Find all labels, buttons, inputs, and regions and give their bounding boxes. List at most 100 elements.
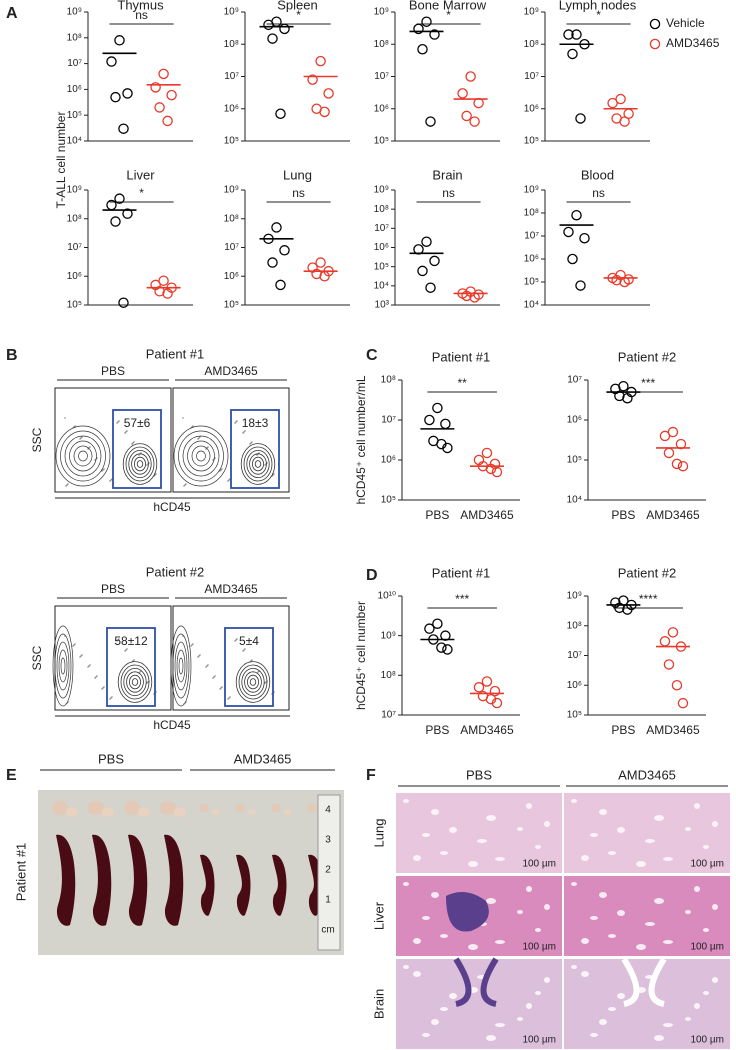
data-point (122, 88, 133, 99)
spleen (164, 834, 184, 926)
data-point (424, 623, 435, 634)
y-tick-label: 10⁸ (374, 39, 389, 50)
data-point (461, 110, 472, 122)
data-point (118, 297, 129, 308)
data-point (413, 244, 424, 255)
event-dot (64, 635, 66, 637)
event-dot (236, 420, 238, 422)
y-tick-label: 10⁴ (524, 300, 539, 311)
significance-label: ns (592, 186, 605, 200)
event-dot (89, 446, 91, 448)
event-dot (272, 474, 274, 476)
y-tick-label: 10⁵ (524, 136, 539, 147)
tissue-feature (495, 857, 505, 861)
data-point (481, 447, 493, 459)
event-dot (67, 483, 69, 485)
event-dot (251, 659, 253, 661)
event-dot (124, 432, 126, 434)
y-tick-label: 10⁷ (224, 71, 239, 82)
tissue-feature (495, 1023, 505, 1027)
tissue-feature (636, 861, 646, 867)
contour (54, 633, 72, 699)
significance-label: *** (455, 592, 469, 606)
tissue-feature (590, 1033, 598, 1037)
y-tick-label: 10⁹ (567, 591, 582, 602)
event-dot (67, 701, 69, 703)
ventricle (621, 957, 667, 1007)
contour (172, 633, 190, 699)
histology-image (564, 793, 730, 873)
y-tick-label: 10⁸ (224, 39, 239, 50)
event-dot (65, 485, 67, 487)
tissue-feature (440, 934, 448, 938)
contour (243, 446, 273, 482)
y-tick-label: 10⁶ (374, 242, 389, 253)
event-dot (140, 670, 142, 672)
event-dot (95, 676, 97, 678)
data-point (279, 245, 290, 256)
contour (52, 625, 74, 707)
event-dot (148, 680, 150, 682)
event-dot (183, 703, 185, 705)
tissue-feature (599, 1019, 607, 1025)
event-dot (81, 654, 83, 656)
data-point (323, 88, 334, 99)
y-tick-label: 10⁶ (524, 103, 539, 114)
x-tick-label: AMD3465 (646, 508, 700, 522)
event-dot (235, 639, 237, 641)
scale-bar-label: 100 µm (522, 1035, 556, 1046)
y-tick-label: 10⁷ (567, 375, 582, 386)
data-point (442, 644, 453, 655)
event-dot (242, 432, 244, 434)
y-tick-label: 10⁶ (374, 103, 389, 114)
tissue-feature (685, 1017, 691, 1021)
y-tick-label: 10⁹ (67, 185, 82, 196)
y-tick-label: 10⁸ (524, 208, 539, 219)
event-dot (138, 454, 140, 456)
event-dot (250, 660, 252, 662)
data-point (675, 438, 687, 450)
data-point (440, 630, 451, 641)
event-dot (206, 665, 208, 667)
scale-bar-label: 100 µm (522, 942, 556, 953)
spleen (200, 854, 215, 916)
event-dot (146, 464, 148, 466)
x-tick-label: AMD3465 (460, 723, 514, 737)
data-point (677, 697, 689, 709)
contour (78, 450, 88, 462)
contour (235, 661, 271, 703)
thymus (271, 804, 281, 812)
data-point (659, 636, 671, 647)
thymus (307, 804, 317, 812)
tissue-feature (712, 821, 718, 827)
data-point (671, 680, 683, 691)
event-dot (116, 422, 118, 424)
flow-x-label: hCD45 (153, 500, 191, 514)
event-dot (229, 696, 231, 698)
tissue-feature (581, 855, 589, 861)
data-point (614, 602, 625, 614)
tissue-feature (645, 922, 655, 926)
data-point (575, 280, 586, 291)
scale-bar-label: 100 µm (522, 859, 556, 870)
legend-marker (649, 18, 661, 30)
event-dot (103, 686, 105, 688)
event-dot (147, 463, 149, 465)
contour (173, 425, 229, 487)
event-dot (87, 448, 89, 450)
y-tick-label: 10⁹ (224, 7, 239, 18)
data-point (158, 275, 169, 286)
tissue-feature (544, 821, 550, 827)
event-dot (207, 446, 209, 448)
event-dot (73, 426, 75, 428)
y-tick-label: 10⁹ (374, 185, 389, 196)
event-dot (96, 457, 98, 459)
ruler-label: 2 (325, 865, 331, 876)
event-dot (205, 448, 207, 450)
contour (122, 443, 158, 485)
ruler-label: 3 (325, 835, 331, 846)
event-dot (197, 438, 199, 440)
event-dot (219, 688, 221, 690)
y-tick-label: 10⁷ (524, 71, 539, 82)
data-point (429, 255, 440, 267)
